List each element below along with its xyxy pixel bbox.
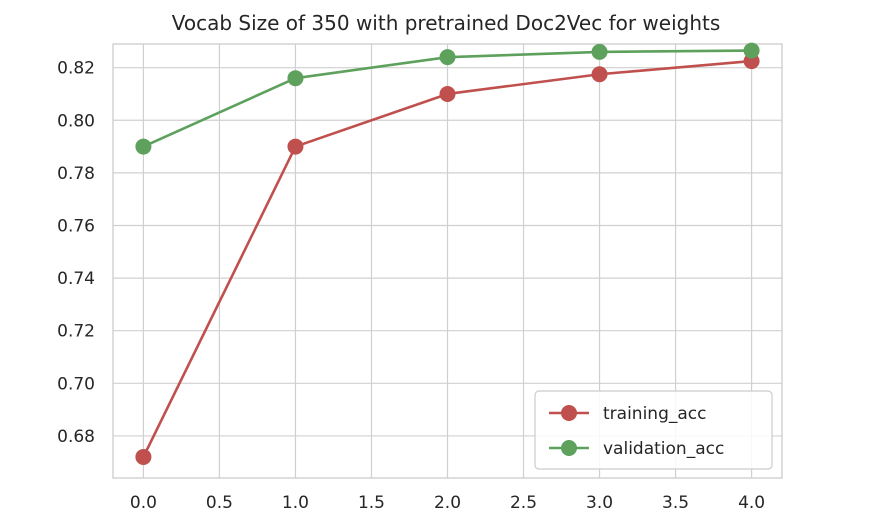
legend-item: validation_acc <box>549 439 724 459</box>
y-tick-label: 0.68 <box>57 427 95 447</box>
plot-area-frame <box>112 43 783 479</box>
data-point <box>591 66 608 83</box>
legend: training_acc validation_acc <box>534 390 773 470</box>
x-tick-label: 2.0 <box>434 493 461 513</box>
data-point <box>591 43 608 60</box>
chart-title: Vocab Size of 350 with pretrained Doc2Ve… <box>172 11 721 35</box>
x-axis-ticks: 0.0 0.5 1.0 1.5 2.0 2.5 3.0 3.5 4.0 <box>130 493 765 513</box>
x-tick-label: 3.0 <box>586 493 613 513</box>
y-tick-label: 0.82 <box>57 59 95 79</box>
series-group <box>135 42 760 465</box>
y-tick-label: 0.72 <box>57 322 95 342</box>
data-point <box>135 448 152 465</box>
data-point <box>439 49 456 66</box>
grid <box>113 44 782 478</box>
x-tick-label: 4.0 <box>738 493 765 513</box>
data-point <box>287 70 304 87</box>
series-training_acc <box>135 53 760 465</box>
data-point <box>439 85 456 102</box>
x-tick-label: 0.5 <box>206 493 233 513</box>
data-point <box>135 138 152 155</box>
y-axis-ticks: 0.68 0.70 0.72 0.74 0.76 0.78 0.80 0.82 <box>57 59 95 447</box>
x-tick-label: 1.0 <box>282 493 309 513</box>
y-tick-label: 0.74 <box>57 269 95 289</box>
data-point <box>743 42 760 59</box>
y-tick-label: 0.78 <box>57 164 95 184</box>
series-validation_acc <box>135 42 760 155</box>
legend-marker <box>561 405 577 421</box>
x-tick-label: 0.0 <box>130 493 157 513</box>
x-tick-label: 1.5 <box>358 493 385 513</box>
legend-label: training_acc <box>603 404 706 424</box>
legend-box <box>534 390 773 470</box>
y-tick-label: 0.70 <box>57 374 95 394</box>
x-tick-label: 3.5 <box>662 493 689 513</box>
x-tick-label: 2.5 <box>510 493 537 513</box>
legend-item: training_acc <box>549 404 706 424</box>
y-tick-label: 0.76 <box>57 216 95 236</box>
y-tick-label: 0.80 <box>57 111 95 131</box>
data-point <box>287 138 304 155</box>
legend-marker <box>561 440 577 456</box>
legend-label: validation_acc <box>603 439 724 459</box>
